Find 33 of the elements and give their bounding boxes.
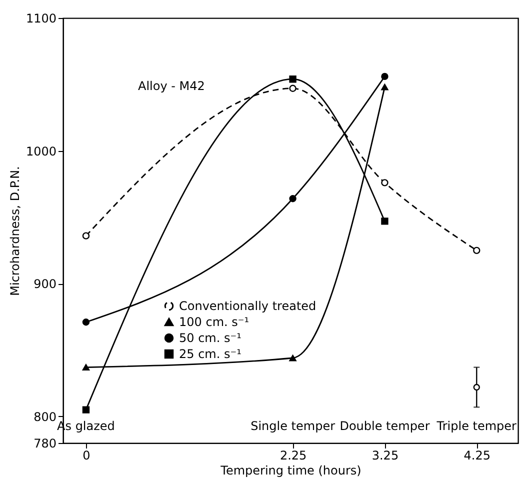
y-tick-label: 900 bbox=[34, 277, 56, 292]
point bbox=[381, 84, 388, 90]
x-tick-label: 0 bbox=[82, 448, 90, 462]
legend-label: 25 cm. s⁻¹ bbox=[179, 347, 242, 361]
y-tick-label: 1100 bbox=[26, 12, 56, 26]
point bbox=[82, 318, 90, 326]
annotation: Triple temper bbox=[436, 419, 517, 433]
annotation: Alloy - M42 bbox=[138, 79, 205, 93]
annotation: Double temper bbox=[340, 419, 430, 433]
x-tick-label: 4.25 bbox=[464, 448, 490, 462]
point bbox=[289, 84, 296, 92]
point bbox=[82, 406, 90, 414]
point bbox=[289, 195, 296, 202]
point bbox=[473, 246, 480, 254]
x-axis-title: Tempering time (hours) bbox=[220, 464, 362, 478]
point bbox=[381, 72, 388, 80]
y-tick-label: 800 bbox=[34, 410, 56, 424]
point bbox=[289, 354, 296, 362]
legend-label: Conventionally treated bbox=[179, 299, 316, 313]
legend-label: 100 cm. s⁻¹ bbox=[179, 315, 250, 329]
y-tick-label: 1000 bbox=[26, 144, 56, 158]
x-tick-label: 3.25 bbox=[372, 448, 399, 462]
point bbox=[289, 75, 296, 83]
annotation: Single temper bbox=[250, 419, 336, 433]
legend-label: 50 cm. s⁻¹ bbox=[179, 331, 242, 345]
point bbox=[381, 179, 388, 186]
point bbox=[473, 384, 480, 391]
point bbox=[82, 232, 90, 240]
x-tick-label: 2.25 bbox=[280, 448, 307, 462]
point bbox=[82, 364, 90, 370]
y-axis-title: Microhardness, D.P.N. bbox=[8, 166, 22, 296]
y-tick-label: 780 bbox=[34, 436, 56, 450]
point bbox=[381, 218, 388, 225]
